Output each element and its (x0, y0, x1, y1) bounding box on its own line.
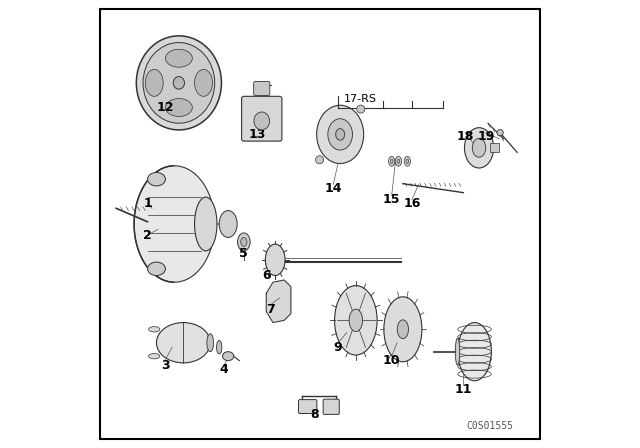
Ellipse shape (356, 105, 365, 113)
Ellipse shape (316, 156, 324, 164)
Ellipse shape (219, 211, 237, 237)
Ellipse shape (266, 244, 285, 276)
FancyBboxPatch shape (253, 82, 270, 95)
Ellipse shape (134, 166, 215, 282)
Ellipse shape (195, 69, 212, 96)
Ellipse shape (237, 233, 250, 251)
Ellipse shape (458, 323, 492, 381)
Ellipse shape (207, 334, 214, 352)
Polygon shape (266, 280, 291, 323)
Ellipse shape (148, 172, 166, 186)
Ellipse shape (472, 138, 486, 157)
Ellipse shape (148, 327, 160, 332)
Ellipse shape (195, 197, 217, 251)
Text: 15: 15 (383, 193, 401, 206)
Text: 3: 3 (161, 358, 170, 372)
FancyBboxPatch shape (242, 96, 282, 141)
Text: C0S01555: C0S01555 (467, 421, 514, 431)
Ellipse shape (143, 43, 215, 123)
Ellipse shape (384, 297, 422, 362)
Ellipse shape (397, 159, 400, 164)
Text: 17-RS: 17-RS (344, 94, 377, 103)
Ellipse shape (388, 156, 395, 166)
Ellipse shape (216, 340, 222, 354)
Text: 1: 1 (143, 197, 152, 211)
Ellipse shape (223, 352, 234, 361)
Text: 18: 18 (457, 130, 474, 143)
Text: 2: 2 (143, 228, 152, 242)
Ellipse shape (406, 159, 409, 164)
Ellipse shape (241, 237, 247, 246)
Ellipse shape (148, 262, 166, 276)
Ellipse shape (317, 105, 364, 164)
Text: 4: 4 (220, 363, 228, 376)
FancyBboxPatch shape (298, 400, 317, 414)
Ellipse shape (465, 128, 493, 168)
Text: 6: 6 (262, 269, 271, 282)
Ellipse shape (328, 119, 353, 150)
Bar (490, 143, 499, 152)
Text: 9: 9 (333, 340, 342, 354)
Ellipse shape (254, 112, 269, 130)
Ellipse shape (145, 69, 163, 96)
Ellipse shape (157, 323, 210, 363)
Ellipse shape (396, 156, 401, 166)
Ellipse shape (173, 77, 184, 89)
Text: 13: 13 (248, 128, 266, 141)
Text: 5: 5 (239, 246, 248, 260)
FancyBboxPatch shape (323, 399, 339, 414)
Text: 16: 16 (403, 197, 420, 211)
Ellipse shape (165, 49, 192, 67)
Ellipse shape (390, 159, 393, 164)
Text: 10: 10 (383, 354, 401, 367)
Ellipse shape (165, 99, 192, 116)
Text: 19: 19 (477, 130, 495, 143)
Ellipse shape (136, 36, 221, 130)
Ellipse shape (404, 156, 410, 166)
Text: 8: 8 (310, 408, 319, 421)
Ellipse shape (148, 353, 160, 359)
Text: 14: 14 (324, 181, 342, 195)
Ellipse shape (335, 286, 377, 355)
Text: 7: 7 (266, 302, 275, 316)
Ellipse shape (397, 320, 408, 339)
Ellipse shape (497, 129, 503, 136)
Ellipse shape (349, 309, 362, 332)
Ellipse shape (455, 338, 460, 365)
Text: 12: 12 (157, 101, 174, 114)
Text: 11: 11 (454, 383, 472, 396)
Ellipse shape (336, 129, 345, 140)
